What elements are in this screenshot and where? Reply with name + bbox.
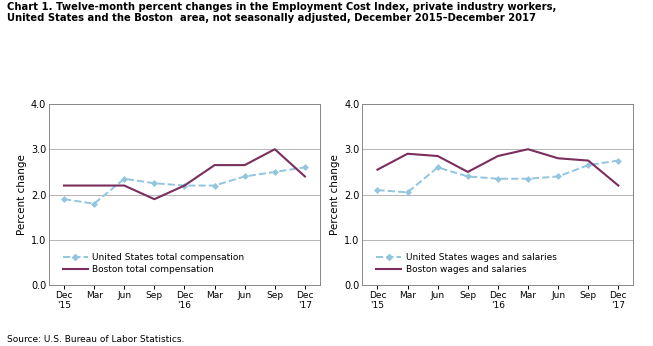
Legend: United States total compensation, Boston total compensation: United States total compensation, Boston… [59, 249, 248, 277]
Y-axis label: Percent change: Percent change [330, 154, 340, 235]
Legend: United States wages and salaries, Boston wages and salaries: United States wages and salaries, Boston… [372, 249, 560, 277]
Text: Chart 1. Twelve-month percent changes in the Employment Cost Index, private indu: Chart 1. Twelve-month percent changes in… [7, 2, 556, 23]
Text: Source: U.S. Bureau of Labor Statistics.: Source: U.S. Bureau of Labor Statistics. [7, 335, 184, 344]
Y-axis label: Percent change: Percent change [17, 154, 27, 235]
